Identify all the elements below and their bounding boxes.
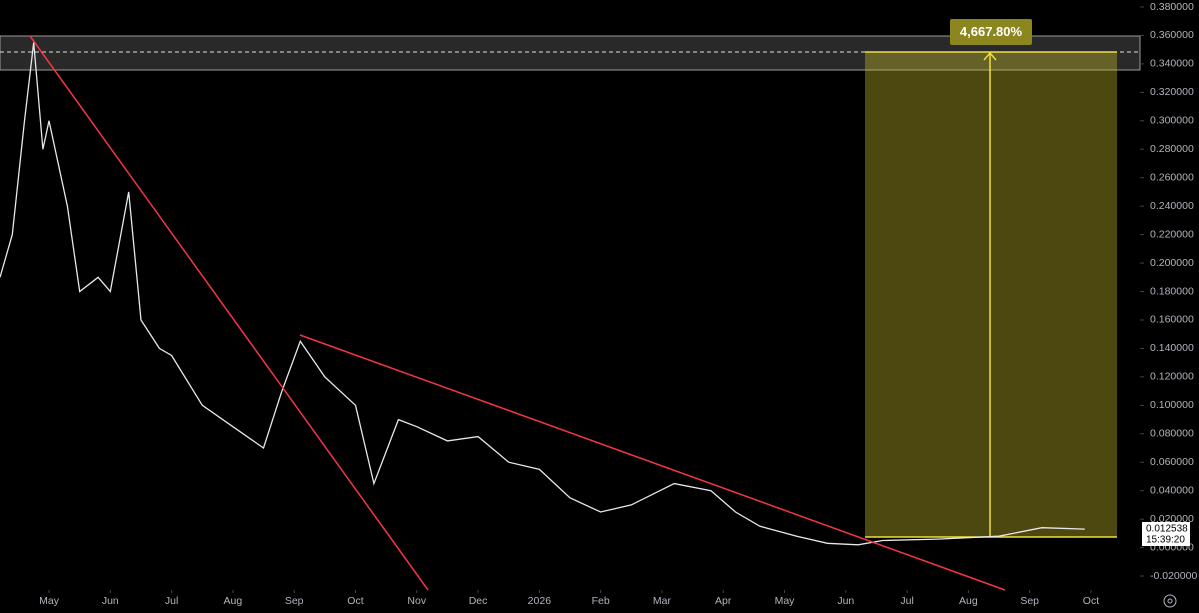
trend-line [299,334,1006,591]
y-tick-label: 0.120000 [1150,371,1194,383]
x-tick-label: Sep [285,595,304,607]
y-tick-label: 0.340000 [1150,58,1194,70]
y-tick-label: 0.060000 [1150,456,1194,468]
trend-line [29,35,429,591]
settings-icon[interactable] [1163,594,1177,608]
y-tick-label: 0.160000 [1150,314,1194,326]
measure-label-box [950,19,1032,45]
y-tick-label: 0.180000 [1150,285,1194,297]
x-tick-label: Jun [837,595,854,607]
x-tick-label: Aug [959,595,978,607]
measure-box [865,52,1117,537]
y-tick-label: 0.360000 [1150,29,1194,41]
y-axis: -0.0200000.0000000.0200000.0400000.06000… [39,1,1197,607]
measure-arrowhead [983,51,997,61]
y-tick-label: 0.040000 [1150,484,1194,496]
x-tick-label: Jul [165,595,178,607]
y-tick-label: 0.380000 [1150,1,1194,13]
x-tick-label: Oct [347,595,363,607]
y-tick-label: 0.300000 [1150,115,1194,127]
x-tick-label: Apr [715,595,732,607]
y-tick-label: 0.220000 [1150,228,1194,240]
x-tick-label: Jul [900,595,913,607]
x-tick-label: 2026 [528,595,552,607]
y-tick-label: 0.020000 [1150,513,1194,525]
measure-label: 4,667.80% [960,24,1023,39]
price-line [0,42,1085,546]
x-tick-label: May [39,595,60,607]
plot-area [0,42,1085,546]
price-label-box [1142,522,1190,546]
x-tick-label: Nov [407,595,426,607]
y-tick-label: 0.320000 [1150,86,1194,98]
y-tick-label: 0.260000 [1150,171,1194,183]
x-tick-label: Sep [1020,595,1039,607]
y-tick-label: 0.240000 [1150,200,1194,212]
y-tick-label: -0.020000 [1150,570,1197,582]
x-tick-label: Dec [469,595,488,607]
y-tick-label: 0.100000 [1150,399,1194,411]
last-price: 0.012538 [1146,524,1188,535]
y-tick-label: 0.200000 [1150,257,1194,269]
y-tick-label: 0.080000 [1150,428,1194,440]
x-tick-label: Mar [653,595,672,607]
y-tick-label: 0.280000 [1150,143,1194,155]
x-tick-label: Oct [1083,595,1099,607]
x-tick-label: Aug [224,595,243,607]
x-tick-label: Feb [592,595,610,607]
y-tick-label: 0.140000 [1150,342,1194,354]
settings-icon-core [1167,598,1173,604]
x-tick-label: May [775,595,796,607]
countdown: 15:39:20 [1146,535,1185,546]
x-tick-label: Jun [102,595,119,607]
